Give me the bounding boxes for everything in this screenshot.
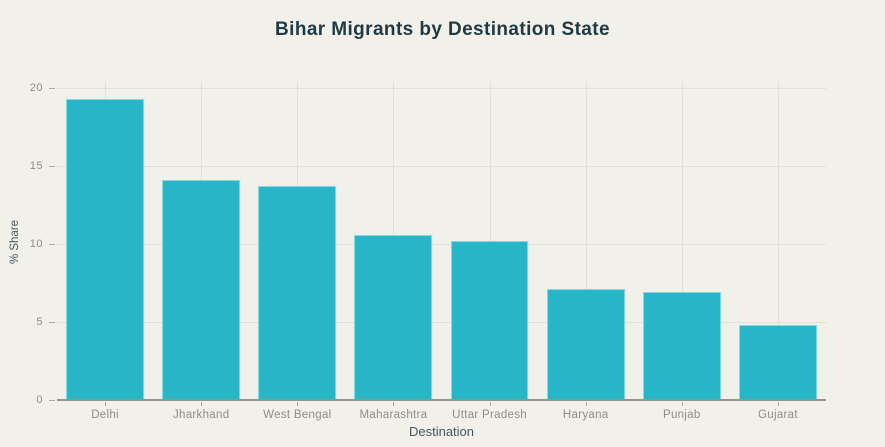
x-tick-mark (585, 402, 587, 406)
bar-group-delhi: Delhi (57, 82, 153, 421)
x-tick-label: Maharashtra (359, 409, 428, 421)
bar-haryana (546, 289, 625, 400)
y-tick-label: 0 (36, 394, 43, 406)
x-tick-mark (201, 402, 203, 406)
plot-area: 0 5 10 15 20 Delhi Jharkhand West Bengal Mahara… (30, 82, 826, 421)
x-tick-label: Uttar Pradesh (452, 409, 527, 421)
y-gridline (57, 88, 826, 89)
y-gridline (57, 166, 826, 167)
bar-jharkhand (162, 180, 241, 400)
y-tick-label: 20 (29, 82, 43, 94)
bar-maharashtra (354, 234, 433, 400)
y-tick-mark (49, 166, 55, 167)
bar-group-gujarat: Gujarat (730, 82, 826, 421)
y-tick-mark (49, 322, 55, 323)
y-tick-label: 10 (29, 238, 43, 250)
x-tick-label: Delhi (91, 409, 119, 421)
bar-group-jharkhand: Jharkhand (153, 82, 249, 421)
bar-west-bengal (258, 186, 337, 400)
y-gridlines-layer: 0 5 10 15 20 (30, 82, 826, 406)
x-axis-line (57, 399, 826, 401)
y-tick-label: 15 (29, 160, 43, 172)
x-gridline (585, 82, 587, 400)
x-tick-mark (393, 402, 395, 406)
x-tick-mark (681, 402, 683, 406)
x-tick-label: Punjab (663, 409, 701, 421)
y-gridline (57, 322, 826, 323)
x-tick-label: Jharkhand (172, 409, 230, 421)
x-tick-label: Haryana (562, 409, 609, 421)
bar-group-uttar-pradesh: Uttar Pradesh (442, 82, 538, 421)
bar-punjab (642, 292, 721, 400)
y-tick-mark (49, 244, 55, 245)
y-tick-label: 5 (36, 316, 43, 328)
x-tick-label: West Bengal (263, 409, 332, 421)
x-tick-mark (777, 402, 779, 406)
bars-layer: Delhi Jharkhand West Bengal Maharashtra Utta… (57, 82, 826, 421)
bar-group-west-bengal: West Bengal (249, 82, 345, 421)
bar-delhi (66, 98, 144, 400)
x-gridline (777, 82, 779, 400)
y-tick-mark (49, 400, 55, 401)
x-tick-mark (105, 402, 107, 406)
x-tick-mark (489, 402, 491, 406)
y-tick-mark (49, 88, 55, 89)
bar-gujarat (739, 325, 817, 400)
y-axis-title: % Share (9, 219, 21, 265)
x-tick-label: Gujarat (758, 409, 798, 421)
bar-uttar-pradesh (450, 240, 529, 400)
chart-title: Bihar Migrants by Destination State (275, 19, 610, 40)
bar-group-haryana: Haryana (538, 82, 634, 421)
bar-group-maharashtra: Maharashtra (345, 82, 441, 421)
y-gridline (57, 244, 826, 245)
x-axis-title: Destination (408, 424, 475, 439)
bar-group-punjab: Punjab (634, 82, 730, 421)
x-tick-mark (297, 402, 299, 406)
x-gridline (681, 82, 683, 400)
